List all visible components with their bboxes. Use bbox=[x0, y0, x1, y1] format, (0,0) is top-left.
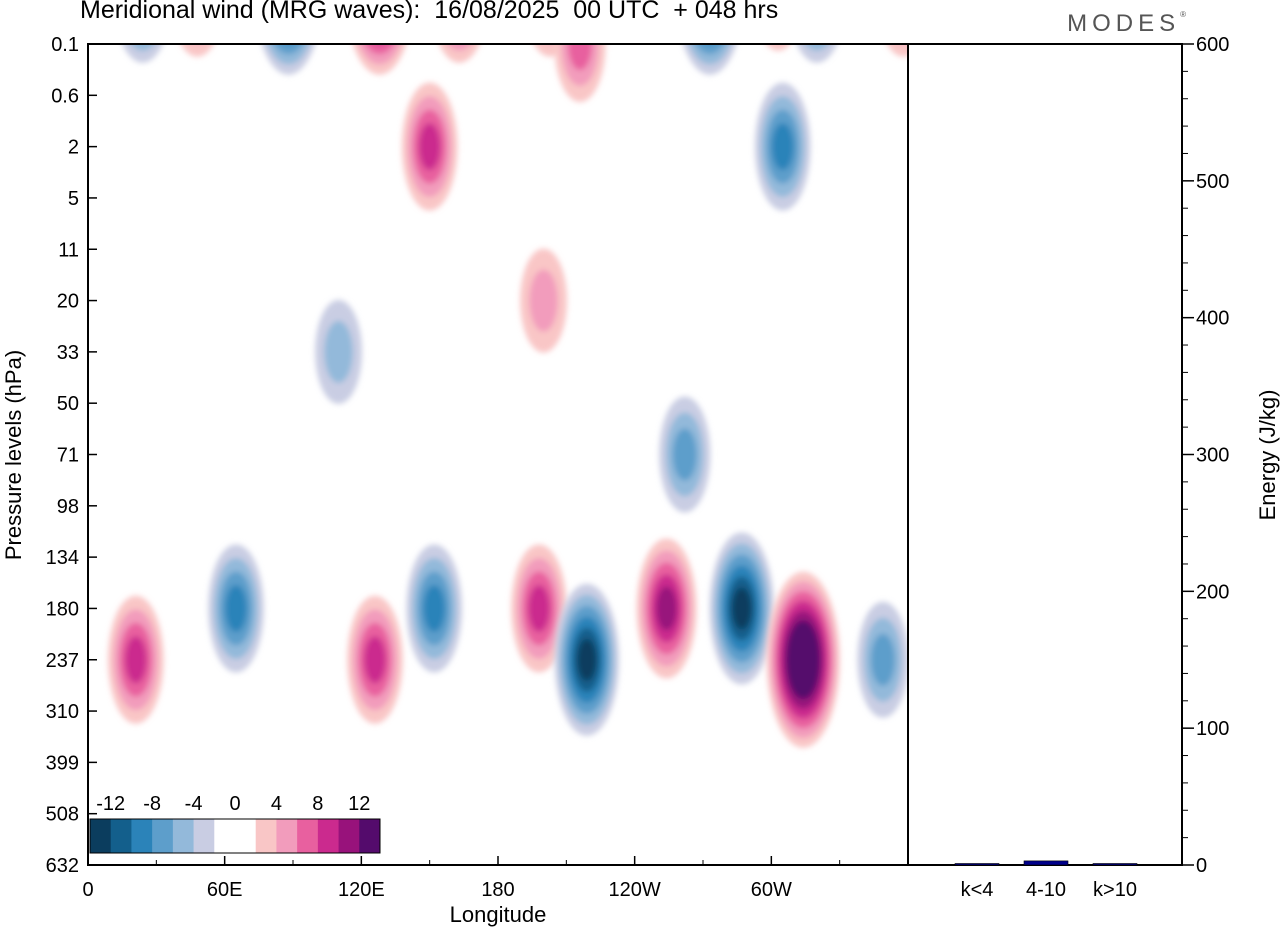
contour-blob-25 bbox=[857, 601, 908, 718]
y-tick-label: 399 bbox=[46, 752, 79, 774]
energy-tick-label: 100 bbox=[1196, 718, 1229, 740]
energy-tick-label: 600 bbox=[1196, 34, 1229, 56]
contour-blob-16 bbox=[108, 595, 164, 724]
contour-blob-10 bbox=[796, 44, 838, 63]
y-tick-label: 98 bbox=[57, 496, 79, 518]
energy-panel-frame bbox=[907, 43, 1183, 866]
contour-blob-9 bbox=[766, 44, 791, 51]
contour-blob-5 bbox=[401, 82, 458, 211]
contour-blob-2 bbox=[261, 44, 316, 75]
contour-blob-15 bbox=[659, 396, 711, 513]
colorbar-label: 12 bbox=[348, 793, 370, 815]
colorbar-swatch bbox=[338, 819, 360, 853]
y-tick-label: 180 bbox=[46, 598, 79, 620]
colorbar-swatch bbox=[276, 819, 298, 853]
y-tick-label: 632 bbox=[46, 855, 79, 877]
contour-blob-19 bbox=[406, 544, 463, 673]
colorbar-label: 0 bbox=[229, 793, 240, 815]
x-axis-label: Longitude bbox=[450, 902, 547, 927]
colorbar-swatch bbox=[359, 819, 381, 853]
contour-blob-8 bbox=[683, 44, 737, 75]
colorbar-swatch bbox=[317, 819, 340, 853]
contour-field bbox=[108, 44, 908, 748]
energy-tick-label: 0 bbox=[1196, 855, 1207, 877]
colorbar-label: 8 bbox=[312, 793, 323, 815]
y-tick-label: 2 bbox=[68, 137, 79, 159]
colorbar-swatch bbox=[172, 819, 195, 853]
colorbar: -12 -8 -4 0 4 8 12 bbox=[89, 793, 381, 854]
y-tick-label: 20 bbox=[57, 291, 79, 313]
colorbar-label: -8 bbox=[143, 793, 161, 815]
contour-blob-22 bbox=[636, 538, 697, 679]
chart-title: Meridional wind (MRG waves): 16/08/2025 … bbox=[80, 0, 779, 24]
contour-blob-24 bbox=[766, 571, 840, 748]
colorbar-swatch bbox=[152, 819, 174, 853]
y-tick-label: 50 bbox=[57, 393, 79, 415]
y-tick-label: 237 bbox=[46, 650, 79, 672]
energy-bar-k>10 bbox=[1092, 863, 1138, 866]
y-axis: 0.1 0.6 2 5 11 20 33 50 71 98 134 180 237 310 399 508 63… bbox=[46, 34, 97, 877]
y-tick-label: 0.6 bbox=[51, 85, 79, 107]
contour-blob-13 bbox=[520, 248, 567, 353]
energy-axis: 0 100 200 300 400 500 600 bbox=[1182, 34, 1229, 877]
colorbar-swatch bbox=[90, 819, 112, 853]
y-tick-label: 11 bbox=[58, 239, 79, 261]
energy-bars: k<4 4-10 k>10 bbox=[954, 860, 1138, 901]
contour-blob-7 bbox=[554, 44, 606, 102]
contour-blob-1 bbox=[180, 44, 214, 57]
colorbar-swatch bbox=[297, 819, 319, 853]
contour-blob-21 bbox=[554, 583, 620, 736]
x-tick-label: 60W bbox=[751, 879, 792, 901]
y-tick-label: 71 bbox=[57, 445, 79, 467]
energy-tick-label: 500 bbox=[1196, 171, 1229, 193]
contour-blob-0 bbox=[122, 44, 164, 63]
contour-blob-3 bbox=[352, 44, 407, 75]
colorbar-label: -12 bbox=[96, 793, 125, 815]
y-tick-label: 33 bbox=[57, 342, 79, 364]
energy-tick-label: 400 bbox=[1196, 308, 1229, 330]
x-tick-label: 120W bbox=[609, 879, 661, 901]
x-tick-label: 120E bbox=[338, 879, 385, 901]
energy-category-label: 4-10 bbox=[1026, 879, 1066, 901]
energy-tick-label: 200 bbox=[1196, 581, 1229, 603]
energy-tick-label: 300 bbox=[1196, 445, 1229, 467]
energy-axis-label: Energy (J/kg) bbox=[1255, 390, 1280, 521]
contour-blob-4 bbox=[438, 44, 480, 63]
colorbar-swatch bbox=[235, 819, 257, 853]
colorbar-swatch bbox=[110, 819, 132, 853]
colorbar-label: -4 bbox=[185, 793, 203, 815]
colorbar-frame bbox=[89, 818, 381, 854]
colorbar-swatch bbox=[214, 819, 236, 853]
x-tick-label: 180 bbox=[481, 879, 514, 901]
energy-category-label: k>10 bbox=[1093, 879, 1137, 901]
contour-blob-11 bbox=[754, 82, 811, 211]
colorbar-swatch bbox=[131, 819, 153, 853]
contour-blob-14 bbox=[315, 299, 362, 404]
y-tick-label: 0.1 bbox=[51, 34, 79, 56]
colorbar-swatch bbox=[255, 819, 277, 853]
modes-logo: MODES® bbox=[1067, 10, 1186, 37]
x-axis: 0 60E 120E 180 120W 60W bbox=[82, 856, 841, 901]
contour-blob-12 bbox=[886, 44, 908, 57]
y-tick-label: 508 bbox=[46, 804, 79, 826]
contour-blob-23 bbox=[709, 532, 774, 685]
contour-blob-17 bbox=[208, 544, 264, 673]
y-tick-label: 5 bbox=[68, 188, 79, 210]
y-tick-label: 134 bbox=[46, 547, 79, 569]
colorbar-swatch bbox=[193, 819, 215, 853]
x-tick-label: 60E bbox=[207, 879, 243, 901]
y-tick-label: 310 bbox=[46, 701, 79, 723]
x-tick-label: 0 bbox=[82, 879, 93, 901]
y-axis-label: Pressure levels (hPa) bbox=[1, 350, 26, 560]
energy-category-label: k<4 bbox=[961, 879, 994, 901]
colorbar-label: 4 bbox=[271, 793, 282, 815]
energy-bar-4-10 bbox=[1023, 860, 1069, 866]
energy-bar-k<4 bbox=[954, 863, 1000, 866]
contour-blob-18 bbox=[347, 595, 403, 724]
contour-blob-20 bbox=[511, 544, 567, 673]
